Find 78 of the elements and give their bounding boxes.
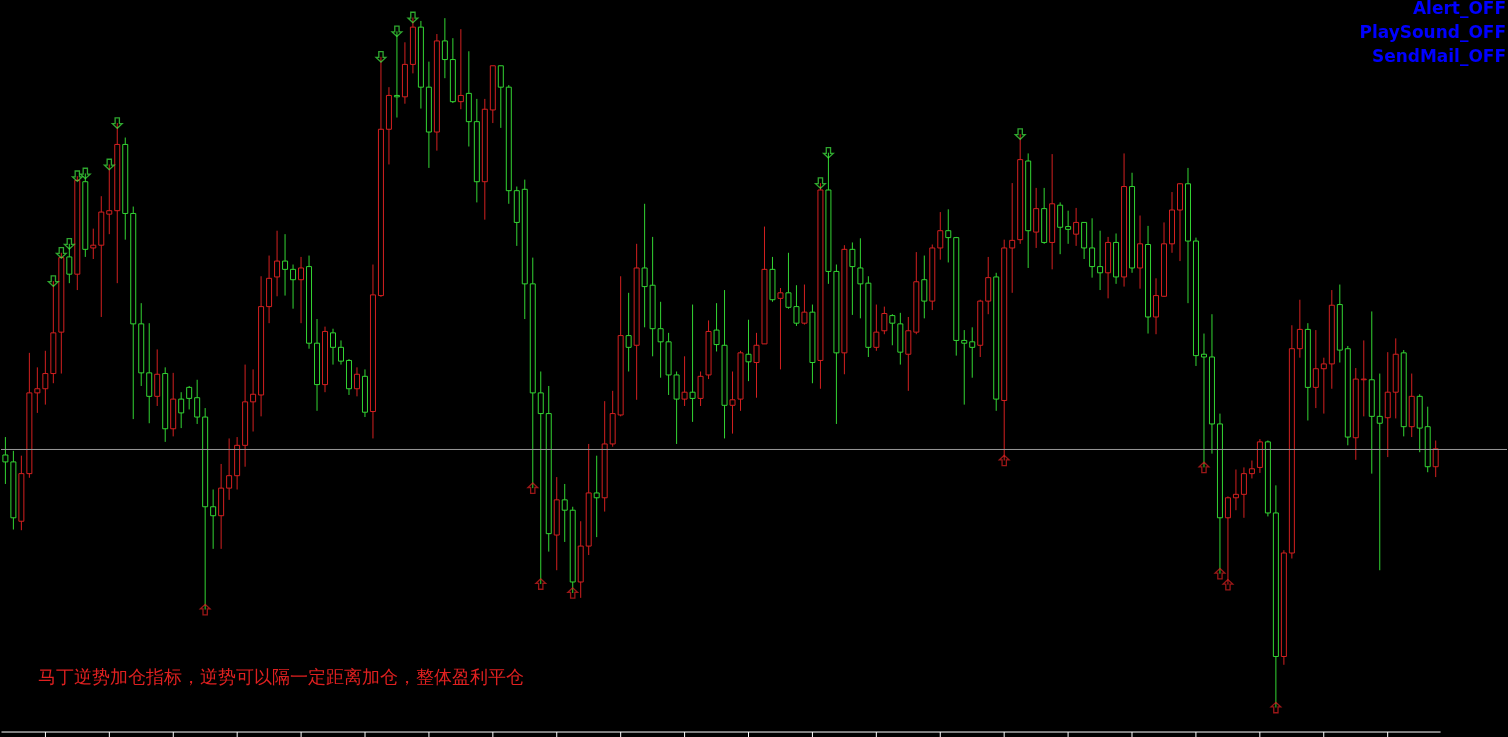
candlestick — [1153, 277, 1160, 335]
candlestick — [1296, 299, 1303, 359]
candlestick — [561, 483, 568, 543]
point — [535, 578, 547, 590]
candlestick — [1232, 468, 1239, 511]
point — [199, 603, 211, 616]
point — [1222, 578, 1234, 591]
candlestick — [1089, 217, 1096, 279]
point — [47, 275, 59, 287]
candlestick — [1360, 339, 1367, 417]
point — [567, 587, 579, 599]
candlestick — [274, 230, 281, 297]
candlestick — [178, 391, 185, 429]
candlestick — [961, 329, 968, 406]
point — [407, 11, 419, 24]
candlestick — [226, 437, 233, 501]
candlestick — [1009, 182, 1016, 294]
candlestick — [457, 28, 464, 110]
annotation: SendMail_OFF — [1371, 46, 1506, 67]
candlestick — [593, 455, 600, 538]
candlestick — [497, 65, 504, 129]
candlestick — [1065, 210, 1072, 245]
candlestick — [298, 256, 305, 324]
candlestick — [146, 322, 153, 424]
point — [71, 170, 83, 183]
candlestick — [90, 228, 97, 260]
candlestick — [1312, 329, 1319, 409]
point — [1198, 461, 1210, 474]
candlestick — [330, 328, 336, 366]
candlestick — [1376, 373, 1383, 571]
point — [391, 25, 403, 38]
candlestick — [1240, 466, 1247, 519]
point — [63, 237, 75, 250]
point — [527, 482, 539, 494]
candlestick — [186, 385, 193, 410]
candlestick — [1200, 333, 1207, 468]
candlestick — [905, 316, 912, 392]
point — [111, 117, 123, 129]
candlestick — [1248, 460, 1255, 479]
point — [1214, 567, 1226, 580]
point — [79, 167, 91, 180]
point — [814, 177, 826, 189]
candlestick — [250, 368, 257, 433]
candlestick — [1073, 207, 1080, 247]
candlestick — [441, 17, 448, 79]
point — [822, 146, 834, 159]
candlestick — [1432, 440, 1439, 478]
candlestick — [290, 264, 297, 310]
candlestick — [945, 208, 952, 263]
candlestick — [353, 366, 360, 397]
annotation: Alert_OFF — [1412, 0, 1506, 19]
candlestick — [66, 243, 73, 284]
candlestick — [282, 233, 289, 297]
candlestick — [937, 211, 944, 261]
candlestick — [194, 379, 201, 425]
candlestick — [1097, 230, 1104, 291]
candlestick — [985, 256, 992, 315]
point — [998, 454, 1010, 467]
candlestick — [393, 30, 400, 119]
point — [375, 50, 387, 63]
candlestick — [154, 348, 161, 407]
candlestick — [881, 306, 888, 335]
candlestick — [1057, 201, 1064, 255]
candlestick — [106, 163, 113, 235]
candlestick — [537, 370, 544, 585]
candlestick — [889, 313, 896, 346]
candlestick — [338, 339, 344, 366]
candlestick — [969, 326, 976, 379]
point — [55, 246, 67, 259]
point — [103, 158, 115, 171]
point — [1270, 701, 1282, 714]
candlestick — [210, 489, 217, 550]
candlestick — [1320, 357, 1327, 415]
annotation: PlaySound_OFF — [1359, 22, 1506, 43]
candlestick — [921, 255, 928, 319]
point — [1014, 128, 1026, 140]
candlestick — [1033, 187, 1040, 249]
annotation: 马丁逆势加仓指标，逆势可以隔一定距离加仓，整体盈利平仓 — [37, 665, 524, 687]
